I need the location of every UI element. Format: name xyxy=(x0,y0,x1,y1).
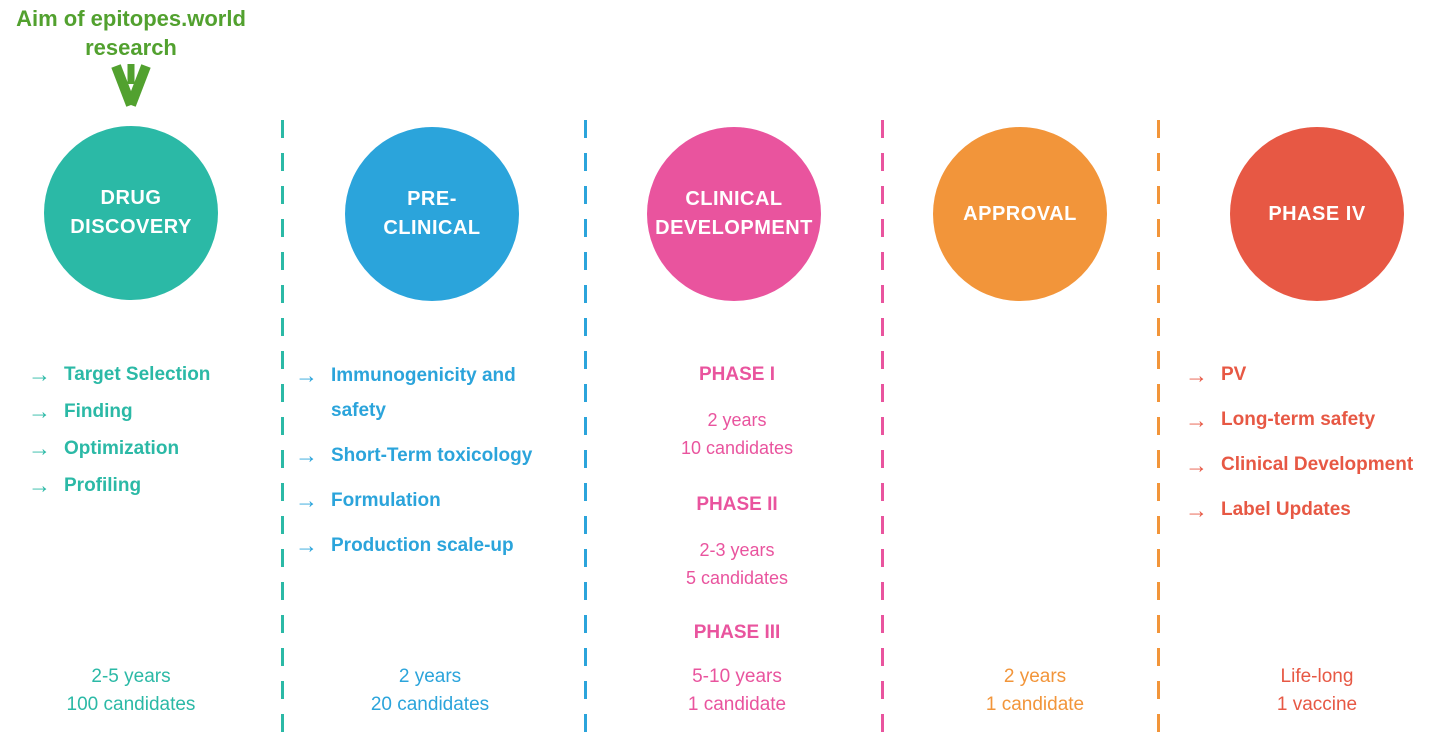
stage-circle-clinical-development: CLINICAL DEVELOPMENT xyxy=(647,127,821,301)
bullet-label: Formulation xyxy=(331,490,441,511)
arrow-right-icon: → xyxy=(295,532,318,558)
stage-duration: Life-long xyxy=(1280,666,1354,687)
phase-1-details: 2 years 10 candidates xyxy=(597,406,877,462)
divider-pre-clinical xyxy=(584,120,587,743)
bullet-label: Target Selection xyxy=(64,364,211,385)
bullet-item: → Label Updates xyxy=(1185,495,1435,525)
bullet-label: Production scale-up xyxy=(331,535,514,556)
arrow-right-icon: → xyxy=(1185,362,1208,388)
bullet-item: → Long-term safety xyxy=(1185,405,1435,435)
stage-outcome: 100 candidates xyxy=(66,694,196,715)
phase-1-block: PHASE I 2 years 10 candidates xyxy=(597,362,877,462)
bullet-label: Short-Term toxicology xyxy=(331,445,533,466)
bullet-label: Profiling xyxy=(64,475,142,496)
pre-clinical-stats: 2 years 20 candidates xyxy=(290,663,570,719)
phase-3-title: PHASE III xyxy=(693,622,781,643)
bullet-label: Immunogenicity and safety xyxy=(331,365,516,421)
bullet-item: → Target Selection xyxy=(28,356,210,393)
stage-duration: 2 years xyxy=(398,666,462,687)
bullet-item: → Formulation xyxy=(295,483,567,518)
bullet-label: PV xyxy=(1221,364,1247,385)
stage-outcome: 1 vaccine xyxy=(1276,694,1358,715)
bullet-label: Clinical Development xyxy=(1221,454,1414,475)
stage-duration: 2 years xyxy=(1003,666,1067,687)
arrow-right-icon: → xyxy=(28,435,51,461)
stage-label-line: APPROVAL xyxy=(963,202,1077,225)
bullet-item: → Clinical Development xyxy=(1185,450,1435,480)
phase-1-candidates: 10 candidates xyxy=(680,438,794,458)
stage-label-line: DRUG xyxy=(100,187,162,209)
divider-approval xyxy=(1157,120,1160,743)
down-arrow-icon xyxy=(110,62,152,115)
stage-label-line: DEVELOPMENT xyxy=(655,217,813,239)
bullet-item: → Production scale-up xyxy=(295,528,567,563)
arrow-right-icon: → xyxy=(295,442,318,468)
arrow-right-icon: → xyxy=(1185,452,1208,478)
bullet-item: → Optimization xyxy=(28,430,210,467)
arrow-right-icon: → xyxy=(28,361,51,387)
drug-discovery-stats: 2-5 years 100 candidates xyxy=(0,663,271,719)
stage-circle-pre-clinical: PRE- CLINICAL xyxy=(345,127,519,301)
stage-label-line: PHASE IV xyxy=(1268,202,1366,225)
stage-outcome: 1 candidate xyxy=(687,694,787,715)
divider-drug-discovery xyxy=(281,120,284,743)
bullet-item: → PV xyxy=(1185,360,1435,390)
stage-label-line: PRE- xyxy=(407,188,457,210)
phase-iv-stats: Life-long 1 vaccine xyxy=(1177,663,1436,719)
pre-clinical-bullet-list: → Immunogenicity and safety → Short-Term… xyxy=(295,358,567,573)
stage-circle-approval: APPROVAL xyxy=(933,127,1107,301)
arrow-right-icon: → xyxy=(28,472,51,498)
bullet-label: Label Updates xyxy=(1221,499,1351,520)
phase-2-duration: 2-3 years xyxy=(699,540,775,560)
phase-iv-bullet-list: → PV → Long-term safety → Clinical Devel… xyxy=(1185,360,1435,540)
bullet-item: → Immunogenicity and safety xyxy=(295,358,567,428)
stage-outcome: 20 candidates xyxy=(370,694,490,715)
stage-label-line: CLINICAL xyxy=(685,188,783,210)
stage-duration: 5-10 years xyxy=(692,666,782,687)
diagram-title: Aim of epitopes.world research xyxy=(0,4,262,62)
arrow-right-icon: → xyxy=(1185,497,1208,523)
diagram-title-line2: research xyxy=(85,35,177,60)
bullet-label: Finding xyxy=(64,401,133,422)
drug-discovery-bullet-list: → Target Selection → Finding → Optimizat… xyxy=(28,356,210,504)
phase-3-block: PHASE III xyxy=(597,620,877,646)
stage-circle-phase-iv: PHASE IV xyxy=(1230,127,1404,301)
stage-duration: 2-5 years xyxy=(91,666,171,687)
clinical-development-stats: 5-10 years 1 candidate xyxy=(597,663,877,719)
arrow-right-icon: → xyxy=(295,362,318,388)
bullet-item: → Short-Term toxicology xyxy=(295,438,567,473)
stage-label-line: CLINICAL xyxy=(383,217,481,239)
phase-2-title: PHASE II xyxy=(696,494,778,515)
bullet-label: Long-term safety xyxy=(1221,409,1376,430)
diagram-title-line1: Aim of epitopes.world xyxy=(16,6,246,31)
bullet-label: Optimization xyxy=(64,438,180,459)
arrow-right-icon: → xyxy=(295,487,318,513)
divider-clinical-development xyxy=(881,120,884,743)
stage-circle-drug-discovery: DRUG DISCOVERY xyxy=(44,126,218,300)
bullet-item: → Profiling xyxy=(28,467,210,504)
stage-label-line: DISCOVERY xyxy=(70,216,192,238)
phase-1-duration: 2 years xyxy=(707,410,767,430)
approval-stats: 2 years 1 candidate xyxy=(895,663,1175,719)
phase-2-candidates: 5 candidates xyxy=(685,568,789,588)
bullet-item: → Finding xyxy=(28,393,210,430)
phase-1-title: PHASE I xyxy=(698,364,776,385)
stage-outcome: 1 candidate xyxy=(985,694,1085,715)
arrow-right-icon: → xyxy=(1185,407,1208,433)
phase-2-block: PHASE II 2-3 years 5 candidates xyxy=(597,492,877,592)
arrow-right-icon: → xyxy=(28,398,51,424)
phase-2-details: 2-3 years 5 candidates xyxy=(597,536,877,592)
